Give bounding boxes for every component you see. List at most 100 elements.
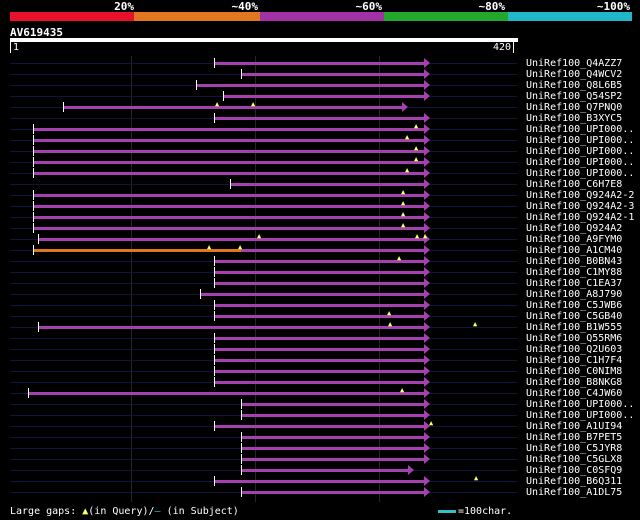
hit-label[interactable]: UniRef100_UPI000..: [526, 410, 635, 421]
hit-label[interactable]: UniRef100_Q55RM6: [526, 333, 623, 344]
hit-end-arrow-icon: [424, 366, 430, 376]
hit-row[interactable]: UniRef100_Q54SP2: [0, 91, 640, 102]
hit-label[interactable]: UniRef100_Q54SP2: [526, 91, 623, 102]
hit-label[interactable]: UniRef100_UPI000..: [526, 157, 635, 168]
hit-row[interactable]: UniRef100_C0NIM8: [0, 366, 640, 377]
hit-label[interactable]: UniRef100_UPI000..: [526, 124, 635, 135]
hit-row[interactable]: UniRef100_A8J790: [0, 289, 640, 300]
hit-label[interactable]: UniRef100_C4JW60: [526, 388, 623, 399]
hit-segment: [33, 172, 424, 175]
hit-label[interactable]: UniRef100_B7PET5: [526, 432, 623, 443]
hit-label[interactable]: UniRef100_UPI000..: [526, 399, 635, 410]
hit-start-tick: [33, 168, 34, 178]
hit-end-arrow-icon: [424, 289, 430, 299]
hit-row[interactable]: ▲ UniRef100_UPI000..: [0, 134, 640, 146]
hit-start-tick: [214, 113, 215, 123]
hit-row[interactable]: UniRef100_UPI000..: [0, 399, 640, 410]
hit-row[interactable]: ▲ UniRef100_Q924A2: [0, 221, 640, 234]
hit-row[interactable]: ▲ UniRef100_UPI000..: [0, 156, 640, 168]
query-gap-marker-icon: ▲: [401, 221, 406, 229]
hit-label[interactable]: UniRef100_Q924A2: [526, 223, 623, 234]
hit-row[interactable]: UniRef100_C1H7F4: [0, 355, 640, 366]
hit-start-tick: [241, 465, 242, 475]
hit-segment: [33, 161, 424, 164]
hit-label[interactable]: UniRef100_Q2U603: [526, 344, 623, 355]
hit-label[interactable]: UniRef100_C0SFQ9: [526, 465, 623, 476]
hit-row[interactable]: ▲ ▲ UniRef100_Q7PNQ0: [0, 101, 640, 113]
hit-segment: [38, 326, 424, 329]
hit-row[interactable]: UniRef100_B3XYC5: [0, 113, 640, 124]
hit-row[interactable]: UniRef100_UPI000..: [0, 410, 640, 421]
hit-label[interactable]: UniRef100_C5GB40: [526, 311, 623, 322]
hit-row[interactable]: UniRef100_Q4AZZ7: [0, 58, 640, 69]
hit-row[interactable]: ▲ UniRef100_UPI000..: [0, 123, 640, 135]
hit-label[interactable]: UniRef100_Q924A2-2: [526, 190, 635, 201]
hit-row[interactable]: UniRef100_Q8L6B5: [0, 80, 640, 91]
hit-label[interactable]: UniRef100_A1CM40: [526, 245, 623, 256]
hit-label[interactable]: UniRef100_UPI000..: [526, 135, 635, 146]
hit-row[interactable]: ▲ UniRef100_Q924A2-1: [0, 210, 640, 223]
hit-label[interactable]: UniRef100_Q8L6B5: [526, 80, 623, 91]
hit-label[interactable]: UniRef100_Q4AZZ7: [526, 58, 623, 69]
scale-swatch: [438, 509, 456, 513]
hit-row[interactable]: ▲ ▲ UniRef100_B1W555: [0, 321, 640, 333]
hit-row[interactable]: UniRef100_B8NKG8: [0, 377, 640, 388]
hit-label[interactable]: UniRef100_B6Q311: [526, 476, 623, 487]
hit-label[interactable]: UniRef100_Q4WCV2: [526, 69, 623, 80]
hit-label[interactable]: UniRef100_A9FYM0: [526, 234, 623, 245]
hit-row[interactable]: ▲ UniRef100_UPI000..: [0, 167, 640, 179]
hit-row[interactable]: ▲ UniRef100_B0BN43: [0, 255, 640, 267]
hit-label[interactable]: UniRef100_A1DL75: [526, 487, 623, 498]
hit-row[interactable]: ▲ UniRef100_C4JW60: [0, 387, 640, 399]
hit-row[interactable]: ▲ ▲ ▲ UniRef100_A9FYM0: [0, 233, 640, 245]
hit-row[interactable]: ▲ UniRef100_Q924A2-2: [0, 189, 640, 201]
hit-label[interactable]: UniRef100_C0NIM8: [526, 366, 623, 377]
hit-end-arrow-icon: [424, 58, 430, 68]
hit-row[interactable]: UniRef100_Q4WCV2: [0, 69, 640, 80]
hit-label[interactable]: UniRef100_A1UI94: [526, 421, 623, 432]
hit-end-arrow-icon: [424, 190, 430, 200]
hit-row[interactable]: UniRef100_C0SFQ9: [0, 465, 640, 476]
hit-end-arrow-icon: [424, 487, 430, 497]
hit-start-tick: [33, 245, 34, 255]
hit-row[interactable]: UniRef100_C1MY88: [0, 267, 640, 278]
hit-label[interactable]: UniRef100_B1W555: [526, 322, 623, 333]
hit-label[interactable]: UniRef100_C5JYR8: [526, 443, 623, 454]
hit-row[interactable]: UniRef100_C1EA37: [0, 278, 640, 289]
hit-label[interactable]: UniRef100_B8NKG8: [526, 377, 623, 388]
hit-row[interactable]: UniRef100_Q2U603: [0, 344, 640, 355]
hit-row[interactable]: ▲ ▲ UniRef100_A1CM40: [0, 244, 640, 256]
hit-row[interactable]: ▲ UniRef100_UPI000..: [0, 145, 640, 157]
legend-prefix: Large gaps:: [10, 506, 83, 517]
hit-row[interactable]: UniRef100_A1DL75: [0, 487, 640, 498]
hit-row[interactable]: UniRef100_C5GLX8: [0, 454, 640, 465]
hit-label[interactable]: UniRef100_C5GLX8: [526, 454, 623, 465]
hit-label[interactable]: UniRef100_Q924A2-1: [526, 212, 635, 223]
hit-label[interactable]: UniRef100_Q924A2-3: [526, 201, 635, 212]
query-gap-marker-icon: ▲: [401, 210, 406, 218]
hit-label[interactable]: UniRef100_UPI000..: [526, 168, 635, 179]
hit-row[interactable]: ▲ UniRef100_C5GB40: [0, 310, 640, 322]
hit-label[interactable]: UniRef100_C1MY88: [526, 267, 623, 278]
hit-start-tick: [214, 278, 215, 288]
hit-row[interactable]: UniRef100_C6H7E8: [0, 179, 640, 190]
hit-label[interactable]: UniRef100_Q7PNQ0: [526, 102, 623, 113]
hit-label[interactable]: UniRef100_A8J790: [526, 289, 623, 300]
hit-row[interactable]: UniRef100_Q55RM6: [0, 333, 640, 344]
hit-label[interactable]: UniRef100_C6H7E8: [526, 179, 623, 190]
hit-label[interactable]: UniRef100_C5JWB6: [526, 300, 623, 311]
hit-row[interactable]: UniRef100_C5JYR8: [0, 443, 640, 454]
hit-label[interactable]: UniRef100_UPI000..: [526, 146, 635, 157]
hit-row[interactable]: ▲ UniRef100_A1UI94: [0, 420, 640, 432]
hit-start-tick: [33, 201, 34, 211]
hit-row[interactable]: UniRef100_B7PET5: [0, 432, 640, 443]
gap-dash-icon: —: [154, 506, 161, 517]
hit-row[interactable]: UniRef100_C5JWB6: [0, 300, 640, 311]
hit-label[interactable]: UniRef100_C1EA37: [526, 278, 623, 289]
hit-label[interactable]: UniRef100_C1H7F4: [526, 355, 623, 366]
hit-row[interactable]: ▲ UniRef100_B6Q311: [0, 475, 640, 487]
hit-label[interactable]: UniRef100_B3XYC5: [526, 113, 623, 124]
hit-row[interactable]: ▲ UniRef100_Q924A2-3: [0, 200, 640, 212]
hit-label[interactable]: UniRef100_B0BN43: [526, 256, 623, 267]
scale-key: =100char.: [438, 506, 512, 517]
